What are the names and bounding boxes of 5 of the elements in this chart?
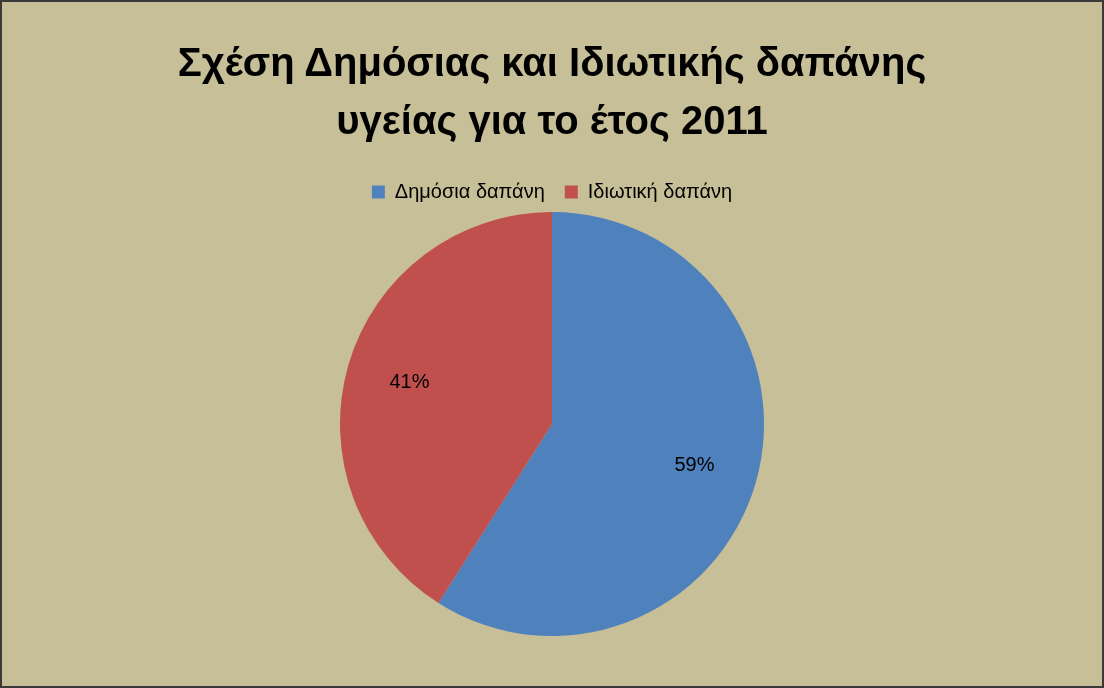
legend-label: Δημόσια δαπάνη <box>394 179 545 202</box>
chart-title: Σχέση Δημόσιας και Ιδιωτικής δαπάνης υγείας για το έτος 2011 <box>177 40 927 144</box>
legend-label: Ιδιωτική δαπάνη <box>587 179 733 202</box>
data-label: 59% <box>674 452 715 475</box>
data-label: 41% <box>389 370 430 393</box>
